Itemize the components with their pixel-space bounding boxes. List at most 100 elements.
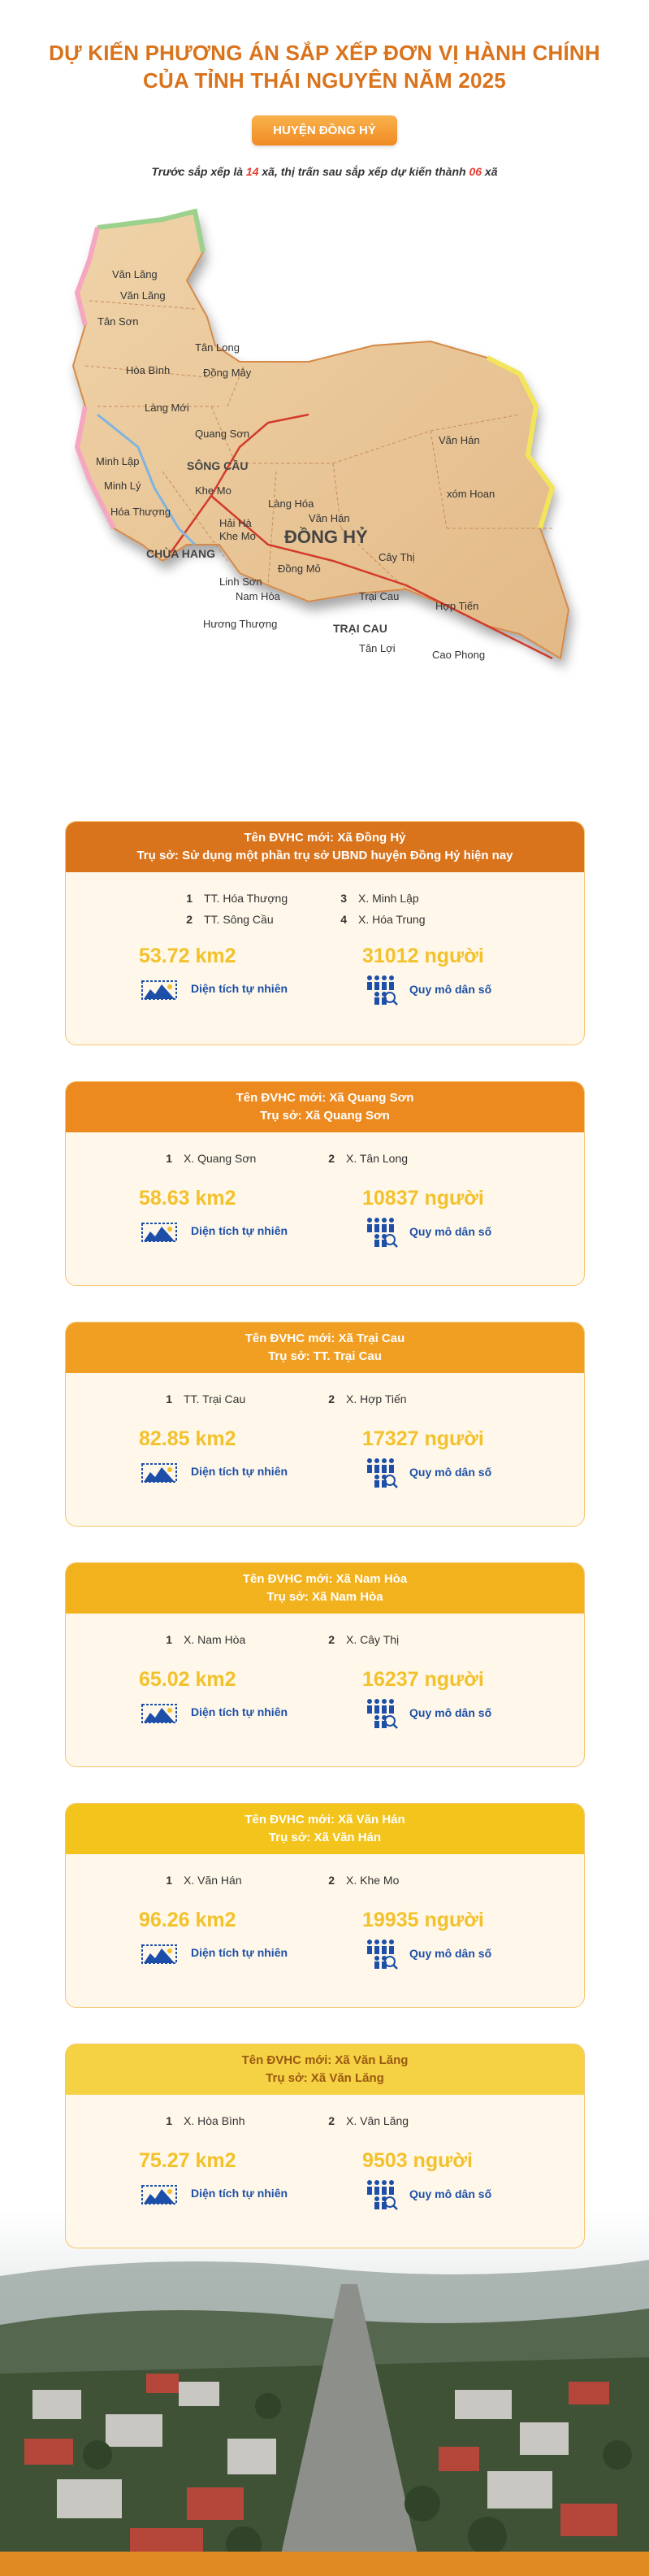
area-icon	[141, 980, 177, 1000]
map-label-lang-moi: Làng Mới	[145, 402, 189, 414]
map-label-tan-loi: Tân Lợi	[359, 642, 396, 654]
unit-name: Tên ĐVHC mới: Xã Đồng Hỷ	[244, 831, 406, 845]
unit-name: Tên ĐVHC mới: Xã Văn Lăng	[241, 2053, 409, 2067]
map-label-tan-long: Tân Long	[195, 341, 240, 354]
area-stat: 58.63 km2 Diện tích tự nhiên	[139, 1186, 350, 1246]
title-line-1: DỰ KIẾN PHƯƠNG ÁN SẮP XẾP ĐƠN VỊ HÀNH CH…	[49, 41, 600, 65]
area-icon	[141, 1463, 177, 1483]
north-border-green	[97, 208, 206, 253]
list-item: 1 X. Văn Hán	[166, 1874, 242, 1887]
population-label: Quy mô dân số	[409, 1466, 492, 1479]
south-border-pink	[74, 406, 116, 530]
map-label-hoa-binh: Hòa Bình	[126, 364, 170, 376]
area-value: 75.27 km2	[139, 2149, 236, 2172]
unit-headquarters: Trụ sở: Xã Văn Lăng	[266, 2071, 384, 2085]
member-list: 1 X. Quang Sơn 2 X. Tân Long	[66, 1152, 584, 1165]
area-icon	[141, 1704, 177, 1723]
aerial-town-illustration	[0, 2211, 649, 2576]
population-icon	[367, 1218, 398, 1248]
area-icon	[141, 1944, 177, 1964]
page-title: DỰ KIẾN PHƯƠNG ÁN SẮP XẾP ĐƠN VỊ HÀNH CH…	[0, 39, 649, 94]
map-label-van-han: Văn Hán	[309, 512, 350, 524]
area-label: Diện tích tự nhiên	[191, 1946, 288, 1959]
intro-suffix: xã	[482, 165, 498, 178]
map-label-hoa-thuong: Hóa Thượng	[110, 506, 171, 518]
map-label-huong-thuong: Hương Thượng	[203, 618, 277, 630]
population-icon	[367, 1458, 398, 1488]
unit-card-nam-hoa: Tên ĐVHC mới: Xã Nam Hòa Trụ sở: Xã Nam …	[65, 1562, 585, 1767]
population-label: Quy mô dân số	[409, 1706, 492, 1719]
unit-card-header: Tên ĐVHC mới: Xã Văn Lăng Trụ sở: Xã Văn…	[66, 2044, 584, 2095]
map-label-khe-mo: Khe Mo	[195, 484, 231, 497]
title-line-2: CỦA TỈNH THÁI NGUYÊN NĂM 2025	[143, 68, 506, 93]
population-label: Quy mô dân số	[409, 983, 492, 996]
unit-headquarters: Trụ sở: Xã Văn Hán	[268, 1831, 382, 1844]
population-icon	[367, 975, 398, 1006]
population-label: Quy mô dân số	[409, 1225, 492, 1238]
district-map-svg: Văn Lăng Văn Lăng Tân Sơn Tân Long Hòa B…	[71, 208, 570, 661]
area-stat: 65.02 km2 Diện tích tự nhiên	[139, 1667, 350, 1727]
unit-card-van-han: Tên ĐVHC mới: Xã Văn Hán Trụ sở: Xã Văn …	[65, 1803, 585, 2008]
map-label-trai-cau-town: TRẠI CAU	[333, 622, 387, 635]
map-label-cao-phong: Cao Phong	[432, 649, 485, 661]
area-stat: 53.72 km2 Diện tích tự nhiên	[139, 944, 350, 1004]
area-icon	[141, 1223, 177, 1242]
unit-headquarters: Trụ sở: Xã Quang Sơn	[260, 1109, 390, 1123]
area-label: Diện tích tự nhiên	[191, 1465, 288, 1478]
west-border-pink	[74, 227, 100, 326]
population-stat: 16237 người Quy mô dân số	[362, 1667, 573, 1729]
list-item: 2 X. Văn Lăng	[328, 2114, 409, 2127]
intro-text: Trước sắp xếp là 14 xã, thị trấn sau sắp…	[0, 165, 649, 178]
unit-card-dong-hy: Tên ĐVHC mới: Xã Đồng Hỷ Trụ sở: Sử dụng…	[65, 821, 585, 1045]
area-value: 58.63 km2	[139, 1187, 236, 1210]
member-list: 1 X. Nam Hòa 2 X. Cây Thị	[66, 1633, 584, 1646]
map-label-cay-thi: Cây Thị	[379, 551, 415, 563]
unit-card-van-lang: Tên ĐVHC mới: Xã Văn Lăng Trụ sở: Xã Văn…	[65, 2044, 585, 2248]
map-label-minh-lap: Minh Lập	[96, 455, 139, 467]
unit-name: Tên ĐVHC mới: Xã Văn Hán	[244, 1813, 405, 1827]
population-value: 10837 người	[362, 1187, 484, 1210]
map-label-minh-ly: Minh Lý	[104, 480, 141, 492]
footer-bar	[0, 2552, 649, 2576]
intro-after-count: 06	[469, 165, 482, 178]
intro-middle: xã, thị trấn sau sắp xếp dự kiến thành	[258, 165, 469, 178]
map-label-linh-son: Linh Sơn	[219, 576, 262, 588]
unit-card-header: Tên ĐVHC mới: Xã Quang Sơn Trụ sở: Xã Qu…	[66, 1082, 584, 1132]
population-icon	[367, 1699, 398, 1729]
map-label-quang-son: Quang Sơn	[195, 428, 249, 440]
population-stat: 19935 người Quy mô dân số	[362, 1908, 573, 1970]
map-label-song-cau: SÔNG CẦU	[187, 458, 248, 472]
area-value: 65.02 km2	[139, 1668, 236, 1691]
population-value: 17327 người	[362, 1427, 484, 1450]
list-item: 1 X. Nam Hòa	[166, 1633, 246, 1646]
map-label-khe-mo-2: Khe Mo	[219, 530, 256, 542]
population-value: 19935 người	[362, 1909, 484, 1931]
commune-boundaries	[84, 300, 552, 590]
unit-card-trai-cau: Tên ĐVHC mới: Xã Trại Cau Trụ sở: TT. Tr…	[65, 1322, 585, 1527]
map-label-chua-hang: CHÙA HANG	[146, 546, 215, 560]
population-value: 31012 người	[362, 945, 484, 967]
intro-prefix: Trước sắp xếp là	[151, 165, 246, 178]
population-icon	[367, 1940, 398, 1970]
member-list: 1 TT. Trại Cau 2 X. Hợp Tiến	[66, 1392, 584, 1405]
unit-name: Tên ĐVHC mới: Xã Quang Sơn	[236, 1091, 414, 1105]
area-label: Diện tích tự nhiên	[191, 2187, 288, 2200]
unit-card-header: Tên ĐVHC mới: Xã Nam Hòa Trụ sở: Xã Nam …	[66, 1563, 584, 1614]
unit-headquarters: Trụ sở: TT. Trại Cau	[268, 1349, 382, 1363]
unit-card-quang-son: Tên ĐVHC mới: Xã Quang Sơn Trụ sở: Xã Qu…	[65, 1081, 585, 1286]
population-icon	[367, 2180, 398, 2210]
list-item: 1 TT. Hóa Thượng	[186, 892, 288, 905]
unit-headquarters: Trụ sở: Xã Nam Hòa	[266, 1590, 383, 1604]
district-badge: HUYỆN ĐỒNG HỶ	[252, 115, 397, 146]
main-road	[169, 413, 553, 660]
map-label-nam-hoa: Nam Hòa	[236, 590, 281, 602]
aerial-town-photo	[0, 2211, 649, 2576]
member-list: 1 X. Văn Hán 2 X. Khe Mo	[66, 1874, 584, 1887]
district-map: Văn Lăng Văn Lăng Tân Sơn Tân Long Hòa B…	[65, 203, 585, 748]
map-label-hop-tien: Hợp Tiến	[435, 600, 478, 612]
population-value: 9503 người	[362, 2149, 473, 2172]
east-border-yellow	[486, 355, 556, 529]
map-label-dong-may: Đồng Mây	[203, 367, 252, 379]
intro-before-count: 14	[245, 165, 259, 178]
area-value: 53.72 km2	[139, 945, 236, 967]
